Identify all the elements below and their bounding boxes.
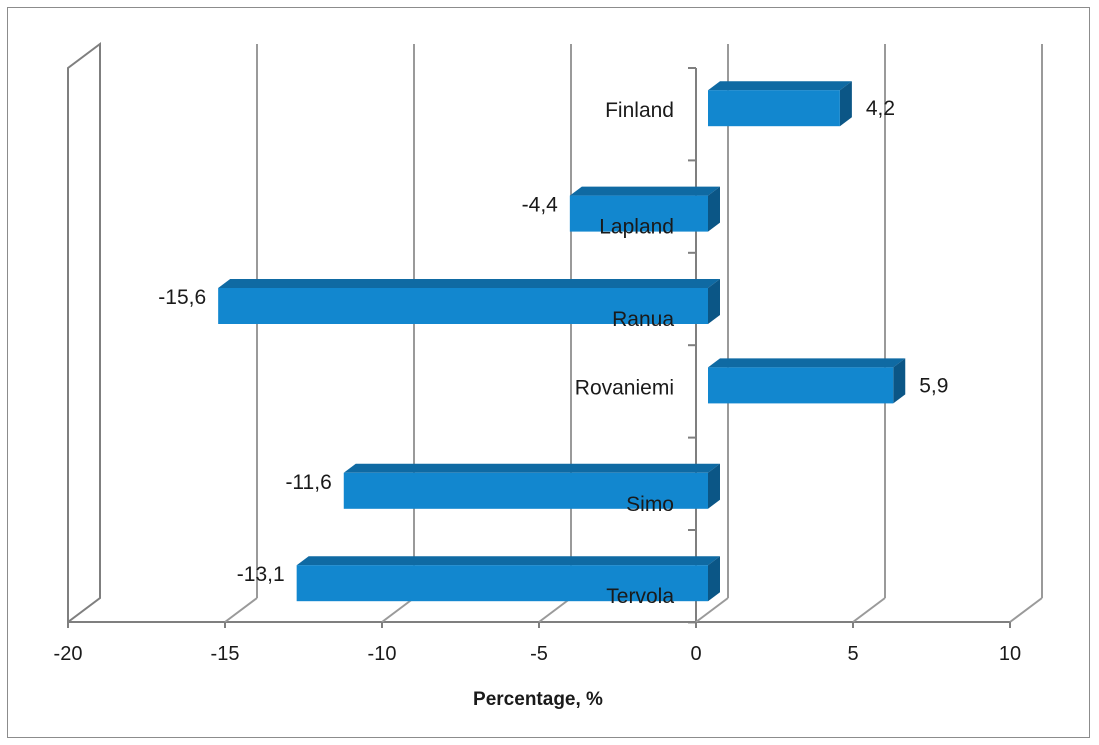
value-label: -15,6 — [158, 286, 206, 309]
x-tick-label: 5 — [847, 643, 858, 665]
gridline-floor — [538, 597, 572, 623]
bar-front — [343, 472, 708, 509]
category-label: Ranua — [612, 308, 674, 331]
bar-top — [218, 279, 720, 288]
x-tick-label: -10 — [368, 643, 397, 665]
gridline-floor — [852, 597, 886, 623]
bar — [343, 463, 720, 509]
gridline-floor — [1009, 597, 1043, 623]
bar-front — [708, 90, 840, 127]
category-label: Lapland — [599, 216, 674, 239]
value-label: -13,1 — [237, 563, 285, 586]
bar-top — [708, 358, 906, 368]
side-wall — [67, 42, 101, 624]
chart-walls — [67, 42, 1010, 624]
bar — [296, 556, 720, 602]
value-label: -4,4 — [522, 194, 559, 217]
bar-side — [893, 358, 906, 404]
value-label: -11,6 — [285, 471, 331, 494]
x-tick-label: -20 — [54, 643, 83, 665]
category-labels: Finland Lapland Ranua Rovaniemi Simo Tervola — [575, 99, 675, 608]
bar — [708, 358, 906, 404]
bar-front — [569, 195, 708, 232]
chart-frame — [7, 7, 1090, 738]
bar-side — [708, 279, 720, 324]
x-tick-label: -5 — [530, 643, 548, 665]
bar-top — [569, 186, 720, 196]
x-axis-title: Percentage, % — [473, 689, 603, 710]
category-label: Rovaniemi — [575, 376, 674, 399]
bar-top — [708, 81, 852, 91]
category-label: Tervola — [606, 585, 674, 608]
bar-front — [218, 288, 708, 324]
category-label: Finland — [605, 99, 674, 122]
bar — [569, 186, 720, 232]
x-tick-labels: -20 -15 -10 -5 0 5 10 — [54, 643, 1022, 665]
x-tick-label: 0 — [690, 643, 701, 665]
bar-top — [296, 556, 720, 566]
bar — [708, 81, 852, 127]
bar-front — [296, 565, 708, 602]
bar-side — [708, 463, 720, 509]
gridline-floor — [695, 597, 729, 623]
bar — [218, 279, 720, 324]
bar-side — [708, 556, 720, 602]
bar-side — [839, 81, 852, 127]
bars — [218, 81, 906, 602]
gridline-floor — [224, 597, 258, 623]
x-tick-label: 10 — [999, 643, 1021, 665]
value-label: 5,9 — [919, 374, 948, 397]
bar-side — [708, 186, 720, 232]
x-tick-label: -15 — [211, 643, 240, 665]
gridline-floor — [381, 597, 415, 623]
bar-front — [708, 367, 894, 404]
value-label: 4,2 — [866, 97, 895, 120]
bar-top — [343, 463, 720, 473]
value-labels: 4,2 -4,4 -15,6 5,9 -11,6 -13,1 — [158, 97, 948, 586]
gridlines — [67, 44, 1043, 628]
category-label: Simo — [626, 493, 674, 516]
